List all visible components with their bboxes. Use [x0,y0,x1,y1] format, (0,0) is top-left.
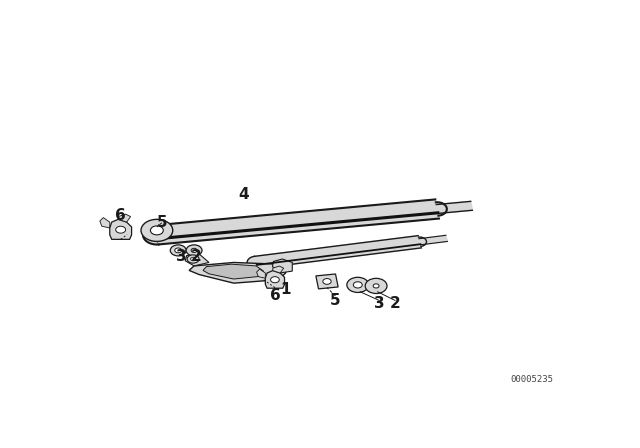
Polygon shape [100,218,110,228]
Circle shape [353,282,362,288]
Circle shape [347,277,369,293]
Polygon shape [255,236,421,268]
Text: 6: 6 [269,288,280,303]
Polygon shape [155,199,439,245]
Polygon shape [419,235,447,245]
Polygon shape [273,259,292,273]
Text: 4: 4 [238,187,249,202]
Polygon shape [203,264,264,279]
Polygon shape [316,274,338,289]
Circle shape [175,248,182,253]
Circle shape [191,257,196,261]
Circle shape [187,255,199,263]
Text: 2: 2 [191,250,202,264]
Circle shape [170,245,186,256]
Text: 1: 1 [280,281,291,297]
Circle shape [323,279,331,284]
Polygon shape [143,225,159,245]
Text: 2: 2 [390,297,401,311]
Text: 3: 3 [374,297,385,311]
Polygon shape [436,202,447,215]
Polygon shape [273,266,284,273]
Text: 5: 5 [157,215,167,230]
Circle shape [116,226,125,233]
Polygon shape [247,256,258,269]
Polygon shape [436,201,472,213]
Polygon shape [419,237,426,246]
Text: 3: 3 [177,250,187,264]
Text: 5: 5 [330,293,340,308]
Circle shape [373,284,379,288]
Polygon shape [110,220,132,239]
Polygon shape [266,271,285,288]
Circle shape [186,245,202,256]
Circle shape [271,277,279,283]
Circle shape [365,278,387,293]
Circle shape [150,226,163,235]
Text: 00005235: 00005235 [511,375,554,384]
Circle shape [191,248,197,253]
Polygon shape [118,214,131,222]
Polygon shape [189,263,286,283]
Text: 6: 6 [115,208,126,224]
Polygon shape [257,269,266,278]
Circle shape [141,220,173,241]
Polygon shape [185,254,209,266]
